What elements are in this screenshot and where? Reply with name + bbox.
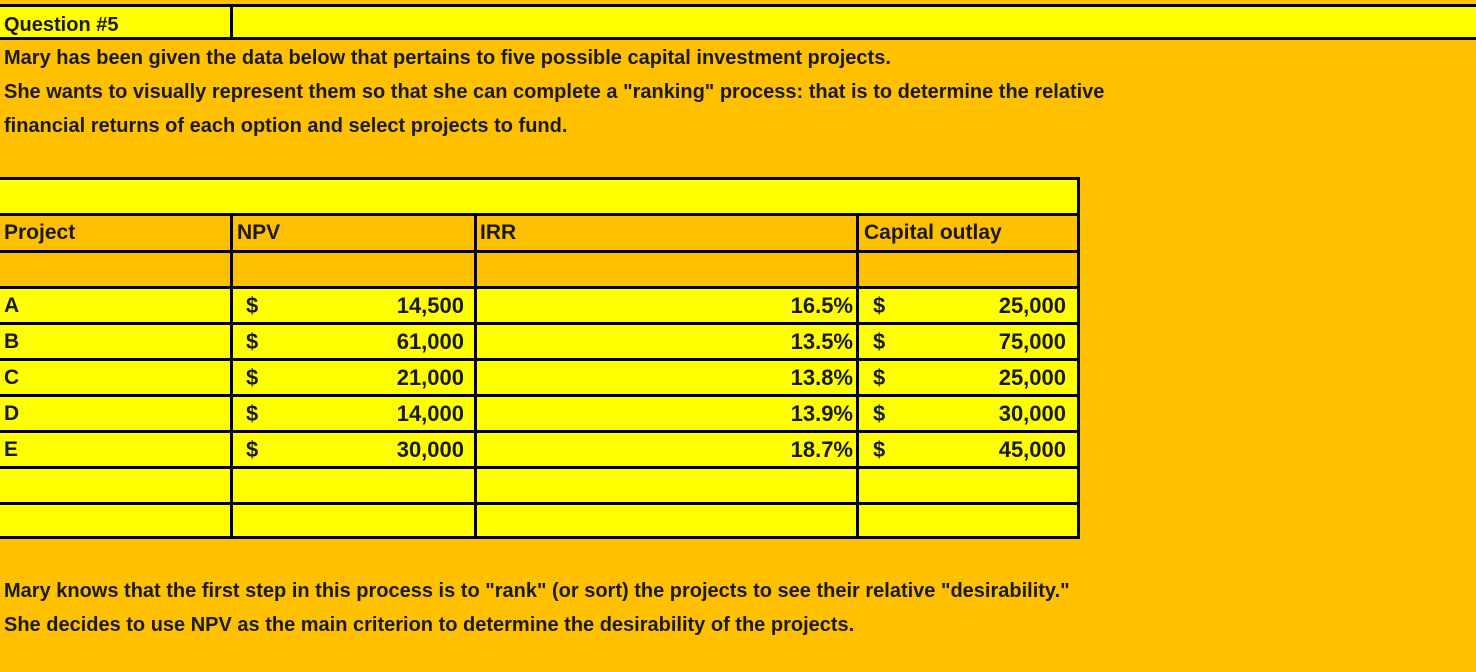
outro-line-1[interactable]: Mary knows that the first step in this p… [4, 580, 1070, 602]
npv-cell[interactable]: 61,000 [396, 329, 464, 354]
project-cell[interactable]: A [4, 294, 20, 317]
project-cell[interactable]: E [4, 438, 19, 461]
capital-currency: $ [873, 401, 886, 426]
irr-cell[interactable]: 13.9% [790, 401, 853, 426]
col-divider [474, 289, 477, 322]
col-divider [856, 397, 859, 430]
outro-line-2[interactable]: She decides to use NPV as the main crite… [4, 614, 855, 636]
col-divider [230, 216, 233, 250]
col-divider [856, 433, 859, 466]
col-divider [230, 505, 233, 536]
col-divider [230, 289, 233, 322]
col-divider [856, 505, 859, 536]
col-divider [856, 216, 859, 250]
table-row: A $ 14,500 16.5% $ 25,000 [0, 286, 1077, 322]
table-empty-row[interactable] [0, 250, 1077, 286]
col-divider [474, 469, 477, 502]
col-divider [474, 397, 477, 430]
question-header-bar: Question #5 [0, 4, 1476, 40]
col-divider [856, 325, 859, 358]
capital-currency: $ [873, 365, 886, 390]
col-divider [474, 216, 477, 250]
project-cell[interactable]: D [4, 402, 20, 425]
intro-line-2[interactable]: She wants to visually represent them so … [4, 81, 1105, 103]
npv-currency: $ [246, 329, 259, 354]
project-cell[interactable]: B [4, 330, 20, 353]
col-divider [474, 325, 477, 358]
irr-cell[interactable]: 16.5% [790, 293, 853, 318]
npv-cell[interactable]: 14,000 [396, 401, 464, 426]
irr-cell[interactable]: 18.7% [790, 437, 853, 462]
col-divider [474, 505, 477, 536]
intro-line-1[interactable]: Mary has been given the data below that … [4, 47, 891, 69]
header-project[interactable]: Project [4, 221, 76, 244]
header-npv[interactable]: NPV [237, 221, 281, 244]
capital-currency: $ [873, 329, 886, 354]
col-divider [856, 361, 859, 394]
col-divider [230, 361, 233, 394]
capital-cell[interactable]: 75,000 [998, 329, 1066, 354]
npv-cell[interactable]: 30,000 [396, 437, 464, 462]
col-divider [474, 253, 477, 286]
question-divider [230, 7, 233, 37]
col-divider [856, 253, 859, 286]
col-divider [856, 289, 859, 322]
col-divider [856, 469, 859, 502]
projects-table: Project NPV IRR Capital outlay A $ 14,50… [0, 177, 1080, 539]
table-title-row[interactable] [0, 180, 1077, 213]
header-capital-outlay[interactable]: Capital outlay [864, 221, 1002, 244]
irr-cell[interactable]: 13.8% [790, 365, 853, 390]
col-divider [230, 253, 233, 286]
table-row: E $ 30,000 18.7% $ 45,000 [0, 430, 1077, 466]
project-cell[interactable]: C [4, 366, 20, 389]
npv-currency: $ [246, 437, 259, 462]
irr-cell[interactable]: 13.5% [790, 329, 853, 354]
npv-cell[interactable]: 21,000 [396, 365, 464, 390]
col-divider [474, 433, 477, 466]
header-irr[interactable]: IRR [480, 221, 517, 244]
npv-currency: $ [246, 293, 259, 318]
col-divider [230, 433, 233, 466]
capital-cell[interactable]: 45,000 [998, 437, 1066, 462]
col-divider [474, 361, 477, 394]
npv-currency: $ [246, 401, 259, 426]
capital-currency: $ [873, 437, 886, 462]
capital-currency: $ [873, 293, 886, 318]
capital-cell[interactable]: 25,000 [998, 293, 1066, 318]
table-row: C $ 21,000 13.8% $ 25,000 [0, 358, 1077, 394]
table-header-row: Project NPV IRR Capital outlay [0, 213, 1077, 250]
table-empty-row[interactable] [0, 502, 1077, 536]
npv-currency: $ [246, 365, 259, 390]
table-empty-row[interactable] [0, 466, 1077, 502]
question-label[interactable]: Question #5 [4, 14, 119, 36]
intro-line-3[interactable]: financial returns of each option and sel… [4, 115, 568, 137]
col-divider [230, 397, 233, 430]
capital-cell[interactable]: 30,000 [998, 401, 1066, 426]
col-divider [230, 469, 233, 502]
capital-cell[interactable]: 25,000 [998, 365, 1066, 390]
col-divider [230, 325, 233, 358]
npv-cell[interactable]: 14,500 [396, 293, 464, 318]
table-row: D $ 14,000 13.9% $ 30,000 [0, 394, 1077, 430]
table-row: B $ 61,000 13.5% $ 75,000 [0, 322, 1077, 358]
